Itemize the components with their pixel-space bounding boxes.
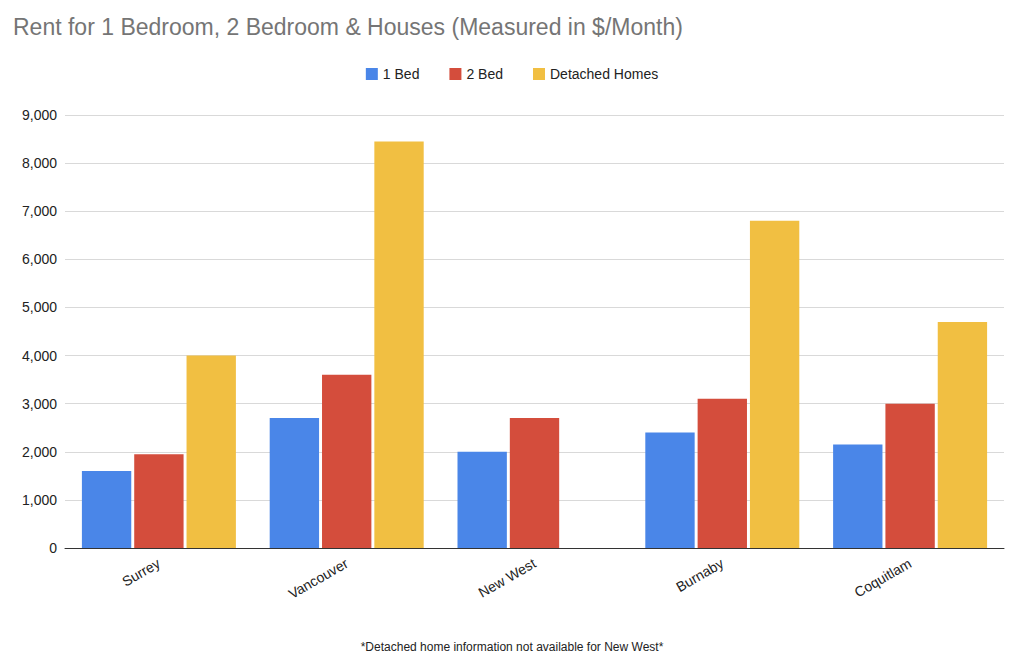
svg-text:Rent for 1 Bedroom, 2 Bedroom: Rent for 1 Bedroom, 2 Bedroom & Houses (…	[13, 14, 683, 40]
svg-text:3,000: 3,000	[22, 396, 57, 412]
svg-text:1,000: 1,000	[22, 492, 57, 508]
svg-text:Vancouver: Vancouver	[286, 555, 351, 602]
svg-text:9,000: 9,000	[22, 107, 57, 123]
svg-text:6,000: 6,000	[22, 251, 57, 267]
svg-text:2,000: 2,000	[22, 444, 57, 460]
svg-text:Surrey: Surrey	[119, 555, 163, 589]
svg-text:Burnaby: Burnaby	[673, 555, 726, 595]
svg-text:8,000: 8,000	[22, 155, 57, 171]
svg-text:1 Bed: 1 Bed	[383, 66, 420, 82]
svg-text:2 Bed: 2 Bed	[466, 66, 503, 82]
svg-text:New West: New West	[476, 555, 539, 601]
svg-text:*Detached home information not: *Detached home information not available…	[361, 640, 664, 654]
svg-text:4,000: 4,000	[22, 348, 57, 364]
svg-text:5,000: 5,000	[22, 299, 57, 315]
svg-text:Detached Homes: Detached Homes	[550, 66, 658, 82]
svg-text:7,000: 7,000	[22, 203, 57, 219]
svg-text:0: 0	[49, 540, 57, 556]
svg-text:Coquitlam: Coquitlam	[852, 555, 915, 600]
